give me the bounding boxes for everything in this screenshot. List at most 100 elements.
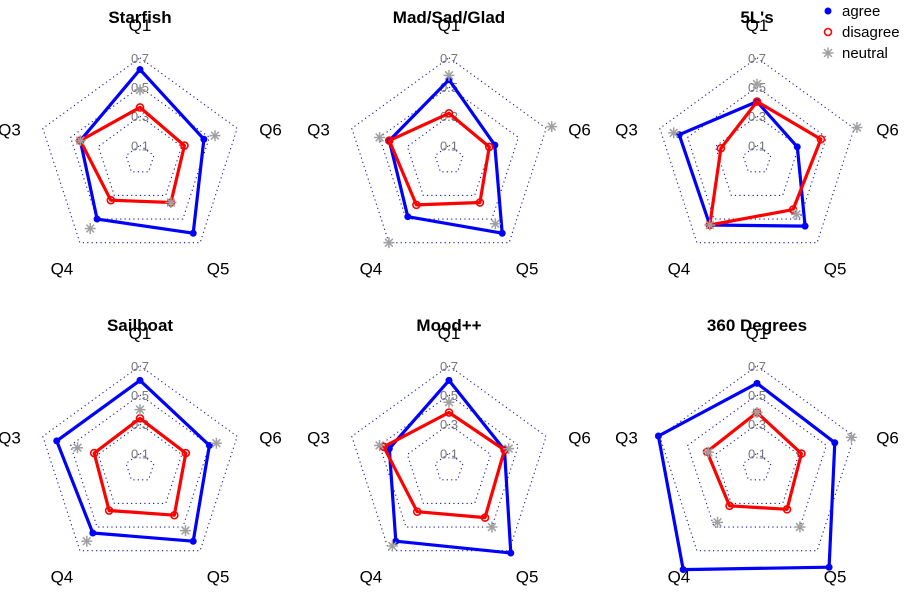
- axis-label-q4: Q4: [51, 260, 74, 279]
- tick-label: 0.1: [748, 446, 766, 461]
- legend-label-neutral: neutral: [842, 45, 888, 62]
- data-point-agree-q4: [404, 213, 412, 221]
- tick-label: 0.7: [440, 51, 458, 66]
- data-point-neutral-q5: [179, 525, 191, 537]
- data-point-agree-q4: [89, 529, 97, 537]
- gridline-ring: [742, 144, 772, 173]
- gridline-ring: [125, 144, 155, 173]
- tick-label: 0.3: [748, 109, 766, 124]
- axis-label-q4: Q4: [668, 260, 691, 279]
- tick-label: 0.3: [440, 417, 458, 432]
- data-point-agree-q4: [679, 566, 687, 574]
- data-point-neutral-q3: [72, 442, 84, 454]
- data-point-disagree-q1: [444, 408, 454, 417]
- tick-label: 0.1: [440, 138, 458, 153]
- series-line-agree: [387, 78, 504, 235]
- data-point-neutral-q6: [546, 121, 558, 133]
- data-point-neutral-q3: [374, 439, 386, 451]
- legend-marker-neutral: [822, 47, 834, 59]
- data-point-agree-q6: [793, 143, 801, 151]
- data-point-neutral-q3: [702, 446, 714, 458]
- data-point-neutral-q1: [443, 396, 455, 408]
- data-point-agree-q1: [136, 376, 144, 384]
- axis-label-q3: Q3: [0, 120, 21, 139]
- tick-label: 0.7: [131, 51, 149, 66]
- panel-title: 5L's: [740, 8, 773, 27]
- legend: agree disagree neutral: [822, 3, 900, 62]
- axis-label-q1: Q1: [129, 16, 152, 35]
- axis-label-q4: Q4: [51, 568, 74, 587]
- data-point-agree-q5: [189, 229, 197, 237]
- series-line-disagree: [92, 416, 188, 517]
- data-point-disagree-q4: [104, 506, 114, 515]
- data-point-neutral-q5: [794, 521, 806, 533]
- data-point-neutral-q4: [383, 237, 395, 249]
- data-point-disagree-q4: [106, 195, 116, 205]
- tick-label: 0.7: [131, 359, 149, 374]
- data-point-neutral-q4: [81, 535, 93, 547]
- axis-label-q5: Q5: [824, 260, 847, 279]
- data-point-agree-q3: [654, 432, 662, 440]
- data-point-agree-q6: [200, 135, 208, 143]
- series-line-agree: [656, 381, 837, 572]
- tick-label: 0.5: [440, 388, 458, 403]
- data-point-agree-q6: [831, 439, 839, 447]
- data-point-neutral-q5: [165, 197, 177, 209]
- data-point-disagree-q3: [716, 143, 726, 153]
- data-point-neutral-q5: [489, 218, 501, 230]
- tick-label: 0.7: [440, 359, 458, 374]
- gridline-ring: [378, 394, 520, 528]
- data-point-disagree-q5: [782, 505, 792, 514]
- data-point-neutral-q3: [74, 135, 86, 147]
- data-point-agree-q1: [136, 65, 144, 73]
- data-point-agree-q4: [93, 215, 101, 223]
- gridline-ring: [69, 394, 211, 528]
- data-point-disagree-q6: [484, 142, 494, 152]
- data-point-agree-q1: [445, 376, 453, 384]
- axis-label-q4: Q4: [360, 260, 383, 279]
- data-point-neutral-q3: [668, 127, 680, 139]
- data-point-neutral-q4: [712, 516, 724, 528]
- series-line-disagree: [705, 410, 804, 511]
- gridline-ring: [714, 423, 800, 504]
- axis-label-q1: Q1: [746, 324, 769, 343]
- data-point-disagree-q1: [752, 97, 762, 106]
- data-point-agree-q1: [753, 379, 761, 387]
- gridline-ring: [406, 423, 492, 504]
- gridline-ring: [406, 115, 492, 196]
- axis-label-q1: Q1: [746, 16, 769, 35]
- data-point-neutral-q1: [134, 404, 146, 416]
- axis-label-q3: Q3: [615, 120, 638, 139]
- axis-label-q6: Q6: [259, 120, 282, 139]
- axis-label-q3: Q3: [307, 428, 330, 447]
- tick-label: 0.5: [131, 388, 149, 403]
- tick-label: 0.1: [748, 138, 766, 153]
- data-point-disagree-q5: [475, 198, 485, 207]
- data-point-neutral-q5: [790, 208, 802, 220]
- data-point-neutral-q1: [134, 84, 146, 96]
- data-point-agree-q5: [825, 563, 833, 571]
- legend-marker-agree: [824, 7, 832, 15]
- data-point-disagree-q5: [480, 513, 490, 522]
- radar-panel-mood: 0.1 0.3 0.5 0.7 Q1 Q6 Q5 Q4 Q3 Mood++: [307, 316, 591, 587]
- gridline-ring: [97, 115, 183, 196]
- data-point-neutral-q6: [209, 130, 221, 142]
- data-point-neutral-q6: [851, 122, 863, 134]
- data-point-neutral-q1: [443, 69, 455, 81]
- data-point-disagree-q3: [384, 136, 394, 145]
- data-point-disagree-q6: [180, 141, 189, 150]
- axis-label-q6: Q6: [876, 428, 899, 447]
- data-point-neutral-q4: [84, 223, 96, 235]
- axis-label-q6: Q6: [568, 428, 591, 447]
- gridline-ring: [686, 394, 828, 528]
- data-point-disagree-q6: [181, 448, 191, 458]
- data-point-neutral-q1: [751, 78, 763, 90]
- gridline-ring: [125, 452, 155, 481]
- data-point-disagree-q4: [412, 507, 422, 517]
- data-point-disagree-q6: [797, 449, 806, 458]
- series-line-disagree: [382, 410, 507, 520]
- legend-label-agree: agree: [842, 3, 880, 20]
